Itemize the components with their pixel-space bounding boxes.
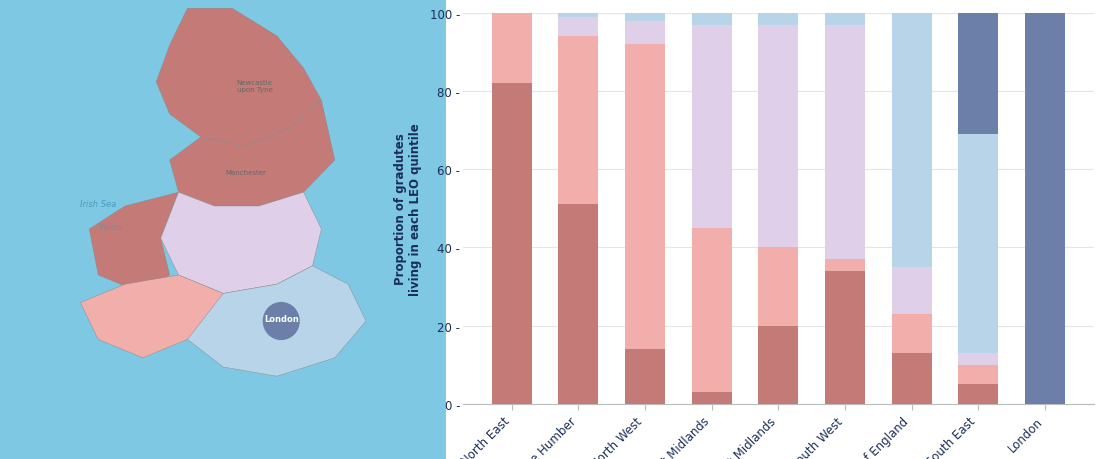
Bar xyxy=(558,17,598,37)
Bar xyxy=(1024,14,1065,404)
Text: Irish Sea: Irish Sea xyxy=(80,200,116,208)
Polygon shape xyxy=(187,266,366,376)
Bar xyxy=(892,14,932,267)
Text: Newcastle
upon Tyne: Newcastle upon Tyne xyxy=(237,80,272,93)
Bar xyxy=(759,25,798,248)
Polygon shape xyxy=(89,193,179,294)
Text: Manchester: Manchester xyxy=(225,169,266,175)
Bar xyxy=(959,353,999,365)
Bar xyxy=(625,349,665,404)
Bar xyxy=(625,22,665,45)
Bar xyxy=(558,205,598,404)
Bar xyxy=(825,25,865,259)
Bar xyxy=(692,14,732,25)
Polygon shape xyxy=(156,9,321,147)
Bar xyxy=(825,14,865,25)
Bar xyxy=(892,314,932,353)
Polygon shape xyxy=(161,193,321,294)
Bar xyxy=(558,37,598,205)
Bar xyxy=(759,248,798,326)
Bar xyxy=(959,365,999,385)
Bar xyxy=(492,84,532,404)
Bar xyxy=(759,14,798,25)
Polygon shape xyxy=(80,275,223,358)
Bar xyxy=(692,392,732,404)
Bar xyxy=(492,14,532,84)
Bar xyxy=(825,259,865,271)
Circle shape xyxy=(263,303,299,340)
Bar xyxy=(692,228,732,392)
Text: London: London xyxy=(263,314,299,323)
Bar xyxy=(692,25,732,228)
Y-axis label: Proportion of gradutes
living in each LEO quintile: Proportion of gradutes living in each LE… xyxy=(394,123,422,295)
Bar xyxy=(558,14,598,17)
Bar xyxy=(825,271,865,404)
Bar xyxy=(959,135,999,353)
Bar xyxy=(959,385,999,404)
Bar xyxy=(759,326,798,404)
Polygon shape xyxy=(170,101,335,207)
Text: Wales: Wales xyxy=(99,223,124,231)
Bar xyxy=(892,267,932,314)
Bar xyxy=(625,14,665,22)
Bar xyxy=(892,353,932,404)
Bar xyxy=(625,45,665,349)
Bar xyxy=(959,14,999,135)
